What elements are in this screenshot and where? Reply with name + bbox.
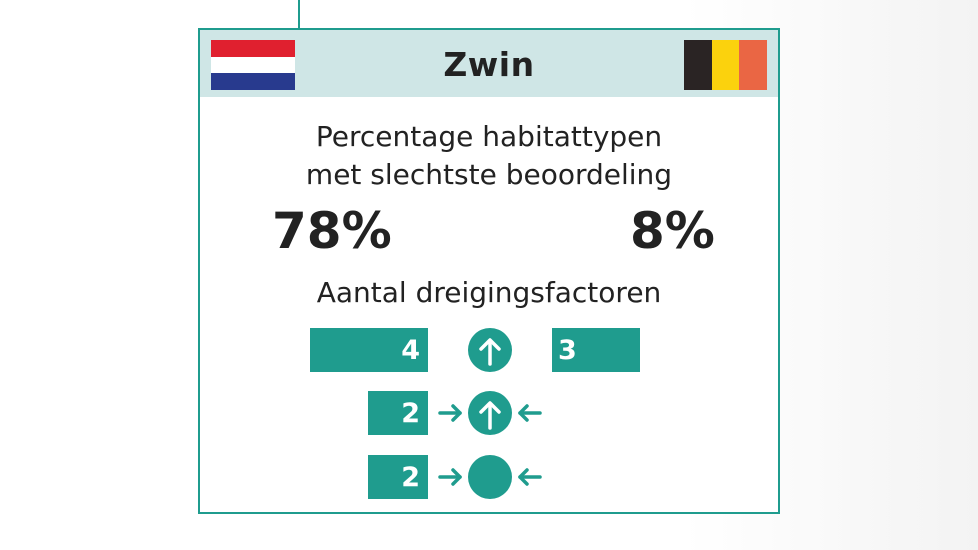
threats-heading: Aantal dreigingsfactoren	[316, 276, 662, 309]
circle-arrow-up-inward-arrows-icon	[438, 391, 542, 435]
region-title: Zwin	[443, 45, 535, 84]
threat-count: 4	[401, 334, 420, 366]
circle-inward-arrows-icon	[438, 455, 542, 499]
threat-count: 2	[401, 397, 420, 429]
threat-count: 3	[558, 334, 577, 366]
netherlands-threat-bar: 2	[368, 391, 428, 435]
connector-line	[298, 0, 300, 29]
belgium-flag-icon	[684, 40, 768, 90]
netherlands-threat-bar: 4	[310, 328, 428, 372]
habitat-heading-line2: met slechtste beoordeling	[305, 158, 673, 191]
netherlands-flag-icon	[211, 40, 295, 90]
card-header: Zwin	[200, 30, 778, 97]
netherlands-threat-bar: 2	[368, 455, 428, 499]
circle-arrow-up-icon	[468, 328, 512, 372]
habitat-heading-line1: Percentage habitattypen	[315, 120, 663, 153]
belgium-threat-bar: 3	[552, 328, 640, 372]
comparison-card: Zwin Percentage habitattypen met slechts…	[198, 28, 780, 514]
netherlands-percentage: 78%	[272, 202, 392, 260]
habitat-heading: Percentage habitattypen met slechtste be…	[200, 118, 778, 194]
belgium-percentage: 8%	[630, 202, 715, 260]
threat-count: 2	[401, 461, 420, 493]
